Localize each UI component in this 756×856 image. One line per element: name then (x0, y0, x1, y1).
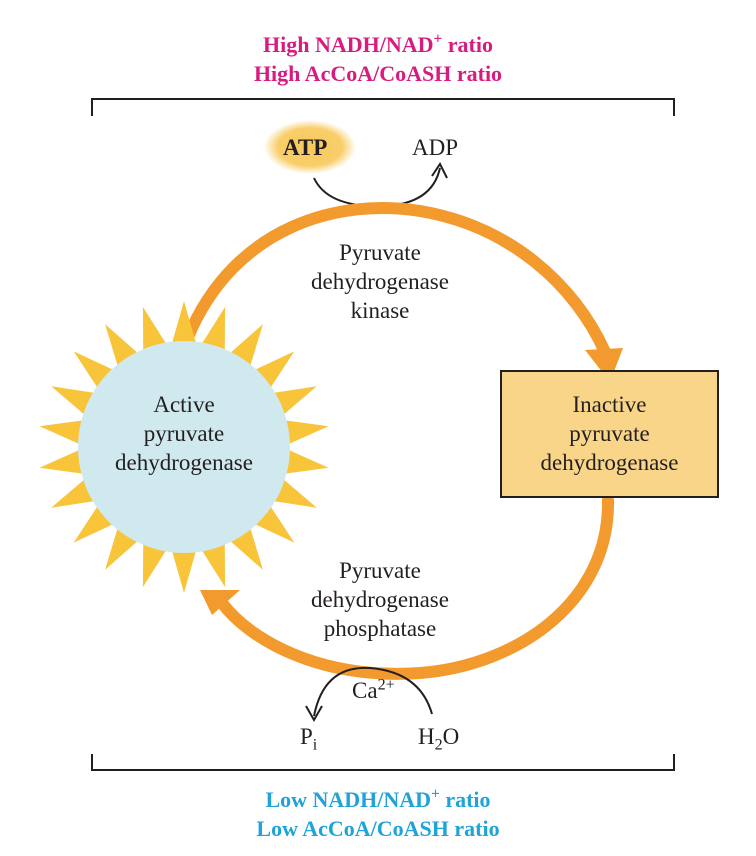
active-line-3: dehydrogenase (115, 450, 253, 475)
inactive-enzyme-box (500, 370, 719, 498)
low-nadh-ratio: Low NADH/NAD+ ratio (265, 785, 491, 812)
bottom-ratio-labels: Low NADH/NAD+ ratio Low AcCoA/CoASH rati… (0, 785, 756, 843)
calcium-label: Ca2+ (352, 676, 395, 703)
active-enzyme-circle (78, 341, 290, 553)
phosphatase-cycle-arrow (216, 494, 615, 680)
h2o-to-pi-arrow (313, 666, 433, 717)
phosphatase-line-3: phosphatase (323, 616, 437, 641)
inactive-enzyme-label: Inactive pyruvate dehydrogenase (501, 390, 718, 477)
phosphatase-line-1: Pyruvate (339, 558, 421, 583)
low-accoa-ratio: Low AcCoA/CoASH ratio (256, 816, 500, 841)
kinase-cycle-arrow (182, 202, 611, 358)
active-enzyme-label: Active pyruvate dehydrogenase (84, 390, 284, 477)
active-line-2: pyruvate (143, 421, 225, 446)
adp-label: ADP (412, 135, 459, 160)
kinase-line-2: dehydrogenase (311, 269, 449, 294)
top-bracket (91, 98, 675, 116)
phosphatase-cycle-arrowhead (200, 590, 240, 615)
phosphatase-line-2: dehydrogenase (311, 587, 449, 612)
inactive-line-2: pyruvate (569, 421, 650, 446)
inactive-line-3: dehydrogenase (540, 450, 679, 475)
high-accoa-ratio: High AcCoA/CoASH ratio (253, 61, 503, 86)
atp-to-adp-arrow (313, 167, 441, 208)
kinase-enzyme-label: Pyruvate dehydrogenase kinase (260, 238, 500, 325)
top-ratio-labels: High NADH/NAD+ ratio High AcCoA/CoASH ra… (0, 30, 756, 88)
atp-glow (264, 120, 356, 174)
h2o-to-pi-arrowhead (305, 705, 323, 723)
active-line-1: Active (153, 392, 215, 417)
atp-label: ATP (283, 135, 328, 160)
inactive-line-1: Inactive (572, 392, 647, 417)
phosphatase-enzyme-label: Pyruvate dehydrogenase phosphatase (260, 556, 500, 643)
atp-to-adp-arrowhead (431, 162, 448, 179)
pi-label: Pi (300, 724, 318, 754)
high-nadh-ratio: High NADH/NAD+ ratio (263, 30, 493, 57)
kinase-cycle-arrowhead (585, 348, 623, 382)
h2o-label: H2O (418, 724, 460, 754)
bottom-bracket (91, 754, 675, 771)
kinase-line-1: Pyruvate (339, 240, 421, 265)
kinase-line-3: kinase (350, 298, 410, 323)
